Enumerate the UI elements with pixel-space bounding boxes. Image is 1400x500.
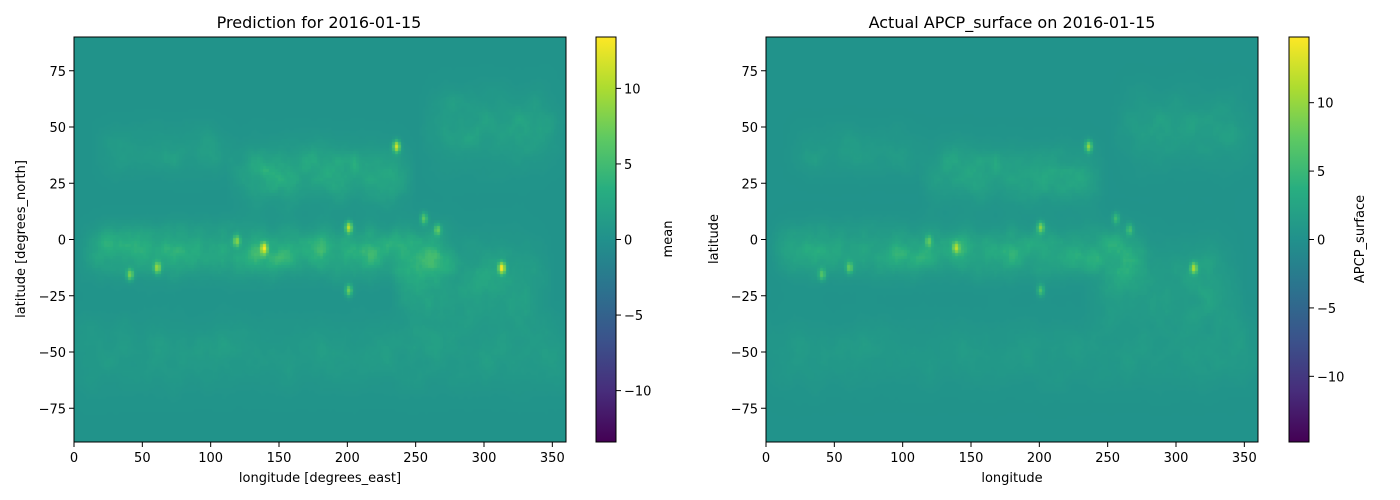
y-tick-label: −75 (731, 402, 758, 417)
x-axis-ticks: 0 50 100 150 200 250 300 350 (70, 442, 565, 466)
colorbar-tick-label: 5 (624, 158, 632, 173)
colorbar-tick-label: −10 (624, 385, 651, 400)
colorbar-label: mean (661, 221, 676, 258)
colorbar-tick-label: 5 (1317, 165, 1325, 180)
colorbar-ticks: −10 −5 0 5 10 (616, 82, 651, 400)
x-tick-label: 200 (1027, 451, 1052, 466)
y-tick-label: 0 (58, 234, 66, 249)
colorbar-ticks: −10 −5 0 5 10 (1309, 97, 1344, 385)
x-tick-label: 250 (1095, 451, 1120, 466)
colorbar-tick-label: −10 (1317, 370, 1344, 385)
x-tick-label: 50 (826, 451, 843, 466)
colorbar (595, 36, 617, 443)
y-axis-label: latitude (707, 214, 722, 264)
y-tick-label: 0 (750, 234, 758, 249)
x-tick-label: 300 (1164, 451, 1189, 466)
y-tick-label: 25 (49, 177, 66, 192)
y-tick-label: 50 (741, 121, 758, 136)
chart-title: Actual APCP_surface on 2016-01-15 (869, 13, 1156, 33)
x-tick-label: 150 (267, 451, 292, 466)
x-tick-label: 100 (890, 451, 915, 466)
x-tick-label: 200 (335, 451, 360, 466)
colorbar (1288, 36, 1310, 443)
y-tick-label: 25 (741, 177, 758, 192)
heatmap-canvas-wrap (74, 37, 566, 442)
y-tick-label: −75 (39, 402, 66, 417)
colorbar-tick-label: −5 (624, 309, 643, 324)
y-axis-ticks: −75 −50 −25 0 25 50 75 (731, 65, 766, 417)
colorbar-tick-label: 10 (1317, 97, 1334, 112)
x-tick-label: 350 (1232, 451, 1257, 466)
y-tick-label: 50 (49, 121, 66, 136)
heatmap-plot-area (74, 37, 566, 442)
heatmap-plot-area (766, 37, 1258, 442)
y-tick-label: −50 (731, 346, 758, 361)
x-tick-label: 0 (70, 451, 78, 466)
colorbar-tick-label: 0 (1317, 234, 1325, 249)
colorbar-label: APCP_surface (1353, 195, 1368, 283)
x-tick-label: 150 (959, 451, 984, 466)
y-axis-label: latitude [degrees_north] (14, 160, 29, 318)
y-tick-label: −25 (731, 290, 758, 305)
x-axis-label: longitude [degrees_east] (239, 471, 401, 486)
panel-prediction: Prediction for 2016-01-15 0 50 100 150 200 25… (14, 13, 676, 486)
colorbar-tick-label: 0 (624, 234, 632, 249)
y-tick-label: −25 (39, 290, 66, 305)
colorbar-tick-label: −5 (1317, 302, 1336, 317)
chart-title: Prediction for 2016-01-15 (217, 13, 422, 32)
x-tick-label: 350 (540, 451, 565, 466)
y-tick-label: 75 (741, 65, 758, 80)
x-axis-ticks: 0 50 100 150 200 250 300 350 (762, 442, 1257, 466)
heatmap-canvas-wrap (766, 37, 1258, 442)
x-tick-label: 100 (198, 451, 223, 466)
x-tick-label: 0 (762, 451, 770, 466)
colorbar-tick-label: 10 (624, 82, 641, 97)
y-tick-label: −50 (39, 346, 66, 361)
panel-actual: Actual APCP_surface on 2016-01-15 0 50 100… (707, 13, 1368, 486)
x-axis-label: longitude (981, 471, 1042, 486)
y-tick-label: 75 (49, 65, 66, 80)
y-axis-ticks: −75 −50 −25 0 25 50 75 (39, 65, 74, 417)
x-tick-label: 300 (472, 451, 497, 466)
x-tick-label: 250 (403, 451, 428, 466)
x-tick-label: 50 (134, 451, 151, 466)
